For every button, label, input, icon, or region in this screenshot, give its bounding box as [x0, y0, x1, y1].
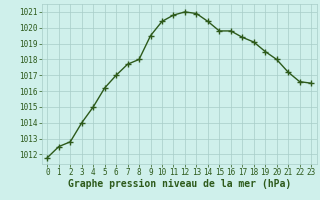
- X-axis label: Graphe pression niveau de la mer (hPa): Graphe pression niveau de la mer (hPa): [68, 179, 291, 189]
